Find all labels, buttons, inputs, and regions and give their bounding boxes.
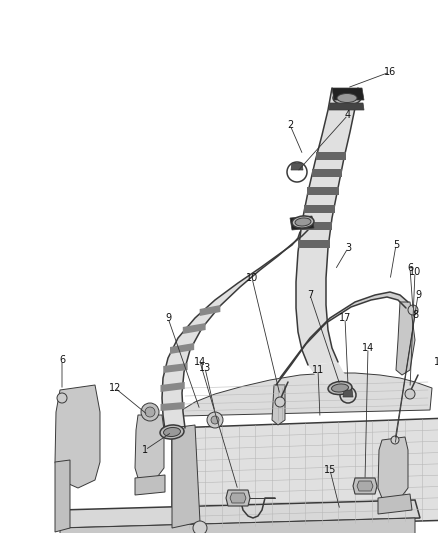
Circle shape xyxy=(275,397,285,407)
Polygon shape xyxy=(396,302,415,375)
Text: 14: 14 xyxy=(194,357,206,367)
Text: 16: 16 xyxy=(384,67,396,77)
Polygon shape xyxy=(200,305,220,316)
Circle shape xyxy=(145,407,155,417)
Ellipse shape xyxy=(332,384,349,392)
Text: 7: 7 xyxy=(307,290,313,300)
Ellipse shape xyxy=(337,93,357,102)
Circle shape xyxy=(211,416,219,424)
Polygon shape xyxy=(135,415,164,480)
Text: 1: 1 xyxy=(142,445,148,455)
Text: 3: 3 xyxy=(345,243,351,253)
Text: 5: 5 xyxy=(393,240,399,250)
Ellipse shape xyxy=(295,218,311,226)
Polygon shape xyxy=(162,225,310,430)
Polygon shape xyxy=(60,500,420,528)
Polygon shape xyxy=(135,475,165,495)
Polygon shape xyxy=(304,205,335,213)
Text: 8: 8 xyxy=(412,310,418,320)
Ellipse shape xyxy=(292,216,314,228)
Text: 6: 6 xyxy=(407,263,413,273)
Text: 6: 6 xyxy=(59,355,65,365)
Polygon shape xyxy=(55,460,70,532)
Ellipse shape xyxy=(163,427,180,437)
Polygon shape xyxy=(182,373,432,416)
Polygon shape xyxy=(332,88,364,100)
Polygon shape xyxy=(357,481,373,491)
Polygon shape xyxy=(276,292,408,385)
Polygon shape xyxy=(308,362,356,388)
Circle shape xyxy=(391,436,399,444)
Polygon shape xyxy=(163,363,187,373)
Circle shape xyxy=(141,403,159,421)
Circle shape xyxy=(57,393,67,403)
Polygon shape xyxy=(161,402,185,411)
Polygon shape xyxy=(343,390,353,397)
Polygon shape xyxy=(291,163,303,170)
Text: 15: 15 xyxy=(324,465,336,475)
Circle shape xyxy=(405,389,415,399)
Text: 14: 14 xyxy=(362,343,374,353)
Polygon shape xyxy=(272,385,285,425)
Polygon shape xyxy=(226,490,250,506)
Text: 9: 9 xyxy=(165,313,171,323)
Polygon shape xyxy=(296,88,358,365)
Polygon shape xyxy=(183,323,205,334)
Text: 11: 11 xyxy=(312,365,324,375)
Polygon shape xyxy=(316,152,346,160)
Polygon shape xyxy=(172,418,438,528)
Text: 10: 10 xyxy=(246,273,258,283)
Text: 2: 2 xyxy=(287,120,293,130)
Circle shape xyxy=(408,305,418,315)
Polygon shape xyxy=(230,493,246,503)
Text: 12: 12 xyxy=(109,383,121,393)
Circle shape xyxy=(193,521,207,533)
Text: 9: 9 xyxy=(415,290,421,300)
Ellipse shape xyxy=(160,425,184,439)
Text: 13: 13 xyxy=(199,363,211,373)
Polygon shape xyxy=(329,103,364,110)
Text: 17: 17 xyxy=(339,313,351,323)
Polygon shape xyxy=(172,425,200,528)
Polygon shape xyxy=(60,518,415,533)
Polygon shape xyxy=(298,240,330,248)
Polygon shape xyxy=(378,437,408,500)
Text: 10: 10 xyxy=(409,267,421,277)
Circle shape xyxy=(207,412,223,428)
Polygon shape xyxy=(290,216,314,230)
Text: 13: 13 xyxy=(434,357,438,367)
Ellipse shape xyxy=(333,91,361,105)
Polygon shape xyxy=(160,382,185,392)
Polygon shape xyxy=(170,343,194,354)
Polygon shape xyxy=(312,169,342,177)
Text: 4: 4 xyxy=(345,110,351,120)
Polygon shape xyxy=(353,478,377,494)
Ellipse shape xyxy=(328,382,352,394)
Polygon shape xyxy=(300,222,332,230)
Polygon shape xyxy=(307,187,339,195)
Polygon shape xyxy=(55,385,100,488)
Polygon shape xyxy=(378,494,412,514)
